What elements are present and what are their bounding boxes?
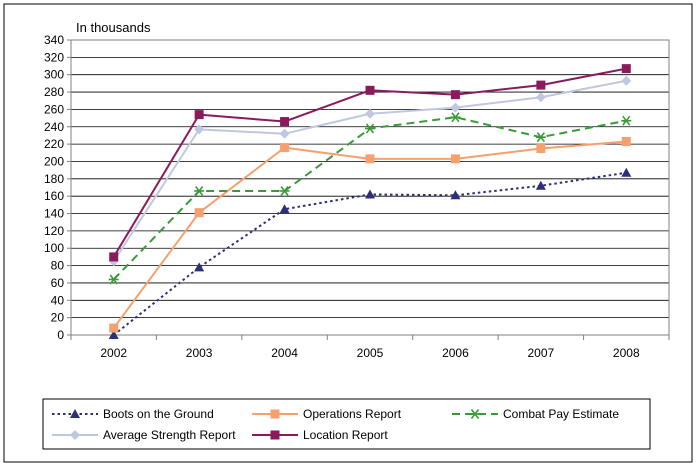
data-point — [108, 274, 119, 285]
y-tick-label: 340 — [44, 33, 64, 47]
y-tick-label: 220 — [44, 137, 64, 151]
legend-entry-location-report: Location Report — [252, 428, 388, 442]
y-tick-label: 140 — [44, 207, 64, 221]
data-point — [450, 90, 460, 100]
x-tick-label: 2005 — [357, 346, 384, 360]
legend-entry-average-strength-report: Average Strength Report — [52, 428, 236, 442]
data-point — [621, 64, 631, 74]
y-axis-ticks: 0 20 40 60 80 100 120 140 160 180 200 220 240 260 280 3… — [44, 33, 71, 342]
legend-label: Location Report — [303, 428, 388, 442]
data-point — [194, 110, 204, 120]
x-tick-label: 2006 — [442, 346, 469, 360]
legend-entry-boots-on-the-ground: Boots on the Ground — [52, 407, 214, 421]
data-point — [450, 102, 461, 113]
y-tick-label: 0 — [57, 328, 64, 342]
data-point — [450, 112, 461, 123]
series-boots-on-the-ground — [108, 167, 632, 339]
legend-label: Boots on the Ground — [103, 407, 214, 421]
x-tick-label: 2004 — [271, 346, 298, 360]
data-point — [194, 124, 205, 135]
data-point — [365, 189, 375, 199]
data-point — [279, 204, 290, 214]
y-tick-label: 300 — [44, 68, 64, 82]
legend-box — [42, 398, 651, 450]
y-tick-label: 20 — [51, 311, 65, 325]
legend-swatch-marker — [270, 409, 280, 419]
y-tick-label: 260 — [44, 102, 64, 116]
y-tick-label: 200 — [44, 154, 64, 168]
data-point — [535, 92, 546, 103]
data-point — [535, 180, 546, 190]
series-operations-report — [109, 137, 631, 333]
data-point — [621, 137, 631, 147]
series-combat-pay-estimate — [108, 112, 632, 285]
data-point — [109, 252, 119, 262]
series-location-report — [109, 64, 631, 262]
y-tick-label: 160 — [44, 189, 64, 203]
data-point — [621, 167, 632, 177]
y-tick-label: 240 — [44, 120, 64, 134]
y-tick-label: 120 — [44, 224, 64, 238]
legend-swatch-marker — [70, 430, 80, 440]
legend-label: Average Strength Report — [103, 428, 236, 442]
legend-entry-combat-pay-estimate: Combat Pay Estimate — [452, 407, 619, 421]
data-point — [450, 190, 461, 200]
outer-frame — [3, 3, 693, 463]
data-point — [621, 115, 632, 126]
y-tick-label: 40 — [51, 293, 65, 307]
data-point — [194, 262, 205, 272]
series-lines — [108, 64, 632, 339]
legend: Boots on the Ground Operations Report Comb… — [52, 407, 619, 442]
y-tick-label: 180 — [44, 172, 64, 186]
data-point — [365, 108, 375, 119]
y-tick-label: 80 — [51, 259, 65, 273]
data-point — [365, 154, 375, 164]
data-point — [280, 143, 290, 153]
y-tick-label: 100 — [44, 241, 64, 255]
data-point — [365, 85, 375, 95]
y-tick-label: 320 — [44, 50, 64, 64]
x-tick-label: 2008 — [613, 346, 640, 360]
x-tick-label: 2003 — [186, 346, 213, 360]
data-point — [279, 128, 290, 139]
x-axis-ticks: 2002 2003 2004 2005 2006 2007 2008 — [70, 335, 670, 360]
legend-entry-operations-report: Operations Report — [252, 407, 402, 421]
data-point — [621, 75, 632, 86]
data-point — [365, 123, 375, 134]
y-tick-label: 60 — [51, 276, 65, 290]
data-point — [280, 117, 290, 127]
data-point — [279, 185, 290, 196]
legend-label: Operations Report — [303, 407, 402, 421]
legend-label: Combat Pay Estimate — [503, 407, 619, 421]
legend-swatch-marker — [470, 409, 480, 419]
data-point — [194, 185, 205, 196]
legend-swatch-marker — [270, 430, 280, 440]
data-point — [109, 323, 119, 333]
x-tick-label: 2007 — [528, 346, 555, 360]
legend-swatch-marker — [70, 409, 80, 418]
data-point — [536, 143, 546, 153]
data-point — [194, 208, 204, 218]
x-tick-label: 2002 — [100, 346, 127, 360]
data-point — [108, 330, 119, 339]
plot-area — [70, 39, 670, 336]
y-axis-label: In thousands — [76, 20, 151, 35]
data-point — [450, 154, 460, 164]
data-point — [535, 132, 546, 143]
y-tick-label: 280 — [44, 85, 64, 99]
data-point — [536, 80, 546, 90]
